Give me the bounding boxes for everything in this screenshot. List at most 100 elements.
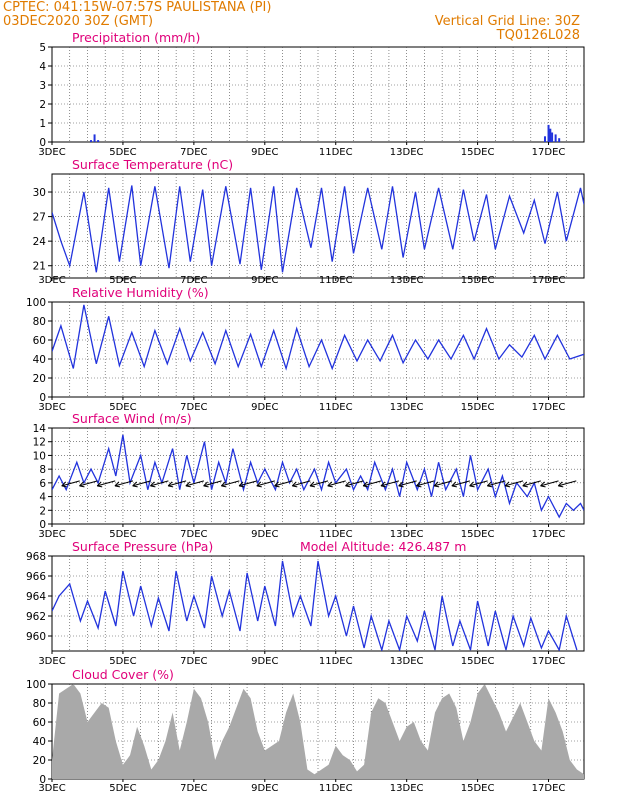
cloud-area — [52, 684, 584, 779]
wind-arrow-head — [79, 481, 85, 488]
header-right-line2: TQ0126L028 — [496, 28, 580, 43]
wind-arrow-head — [362, 481, 369, 488]
wind-arrow-head — [469, 481, 475, 488]
wind-xtick-label: 15DEC — [461, 529, 495, 540]
wind-arrow-head — [433, 481, 440, 488]
cloud-xtick-label: 7DEC — [180, 783, 207, 794]
precip-ytick-label: 4 — [39, 61, 46, 73]
temp-xtick-label: 7DEC — [180, 275, 207, 286]
temp-xtick-label: 11DEC — [319, 275, 353, 286]
precip-bar — [549, 128, 552, 142]
wind-arrow-head — [486, 481, 493, 488]
wind-arrow-head — [203, 481, 209, 488]
pressure-ytick-label: 964 — [26, 591, 46, 603]
wind-ytick-label: 10 — [33, 450, 46, 462]
wind-arrow — [167, 480, 187, 487]
cloud-xtick-label: 15DEC — [461, 783, 495, 794]
pressure-annotation: Model Altitude: 426.487 m — [300, 539, 466, 554]
temp-ytick-label: 24 — [33, 236, 47, 248]
pressure-xtick-label: 13DEC — [390, 656, 424, 667]
wind-arrow-head — [256, 481, 262, 488]
wind-xtick-label: 9DEC — [251, 529, 278, 540]
wind-arrow — [150, 480, 169, 487]
pressure-ytick-label: 968 — [26, 551, 46, 563]
cloud-ytick-label: 40 — [33, 736, 46, 748]
cloud-xtick-label: 13DEC — [390, 783, 424, 794]
wind-arrow — [79, 480, 98, 487]
precip-ytick-label: 0 — [39, 137, 46, 149]
wind-arrow — [433, 480, 453, 487]
wind-arrow — [292, 480, 311, 487]
wind-arrow — [238, 480, 258, 487]
temp-title: Surface Temperature (nC) — [72, 157, 233, 172]
precip-bar — [97, 140, 100, 142]
wind-arrow-head — [416, 481, 422, 488]
wind-arrow — [274, 480, 293, 487]
rh-xtick-label: 9DEC — [251, 402, 278, 413]
wind-arrow — [114, 480, 134, 487]
temp-ytick-label: 30 — [33, 187, 46, 199]
wind-arrow-head — [132, 481, 138, 488]
precip-bar — [551, 132, 554, 142]
pressure-series-line — [52, 560, 578, 651]
wind-ytick-label: 4 — [39, 492, 46, 504]
cloud-xtick-label: 9DEC — [251, 783, 278, 794]
wind-arrow-head — [522, 481, 528, 488]
rh-ytick-label: 80 — [33, 316, 46, 328]
wind-arrow-head — [327, 481, 333, 488]
rh-ytick-label: 60 — [33, 335, 46, 347]
wind-arrow — [487, 480, 506, 487]
wind-arrow-head — [557, 481, 564, 488]
wind-arrow — [327, 480, 346, 487]
temp-xtick-label: 5DEC — [109, 275, 136, 286]
wind-arrow-head — [504, 481, 511, 488]
pressure-xtick-label: 15DEC — [461, 656, 495, 667]
wind-arrow — [469, 480, 488, 487]
pressure-xtick-label: 5DEC — [109, 656, 136, 667]
wind-ytick-label: 14 — [33, 423, 47, 435]
wind-arrow — [416, 480, 435, 487]
precip-ytick-label: 3 — [39, 80, 46, 92]
wind-arrow — [345, 480, 364, 487]
cloud-xtick-label: 5DEC — [109, 783, 136, 794]
wind-xtick-label: 5DEC — [109, 529, 136, 540]
temp-xtick-label: 3DEC — [38, 275, 65, 286]
rh-ytick-label: 40 — [33, 354, 46, 366]
precip-bar — [543, 136, 546, 142]
header-left-line2: 03DEC2020 30Z (GMT) — [3, 14, 154, 29]
wind-arrow-head — [274, 481, 280, 488]
wind-arrow — [380, 480, 400, 487]
rh-series-line — [52, 304, 584, 371]
precip-ytick-label: 5 — [39, 42, 46, 54]
temp-ytick-label: 21 — [33, 261, 46, 273]
wind-arrow-head — [220, 481, 227, 488]
temp-ytick-label: 27 — [33, 212, 46, 224]
wind-xtick-label: 3DEC — [38, 529, 65, 540]
wind-arrow — [398, 480, 417, 487]
wind-arrow-head — [238, 481, 245, 488]
wind-arrow-head — [114, 481, 121, 488]
rh-ytick-label: 100 — [26, 297, 46, 309]
cloud-ytick-label: 60 — [33, 717, 46, 729]
precip-ytick-label: 1 — [39, 118, 46, 130]
rh-xtick-label: 11DEC — [319, 402, 353, 413]
cloud-xtick-label: 3DEC — [38, 783, 65, 794]
header-right-line1: Vertical Grid Line: 30Z — [434, 14, 580, 29]
wind-arrow — [132, 480, 151, 487]
wind-arrow — [97, 480, 116, 487]
wind-series-line — [52, 434, 584, 519]
precip-bar — [93, 134, 96, 142]
rh-ytick-label: 20 — [33, 373, 46, 385]
cloud-ytick-label: 80 — [33, 698, 46, 710]
wind-arrow — [203, 480, 222, 487]
wind-arrow-head — [150, 481, 156, 488]
wind-arrow — [256, 480, 275, 487]
wind-arrow — [61, 480, 80, 487]
rh-title: Relative Humidity (%) — [72, 285, 209, 300]
wind-arrow-head — [309, 481, 316, 488]
cloud-xtick-label: 17DEC — [532, 783, 566, 794]
rh-xtick-label: 13DEC — [390, 402, 424, 413]
wind-xtick-label: 11DEC — [319, 529, 353, 540]
wind-xtick-label: 7DEC — [180, 529, 207, 540]
cloud-ytick-label: 20 — [33, 755, 46, 767]
